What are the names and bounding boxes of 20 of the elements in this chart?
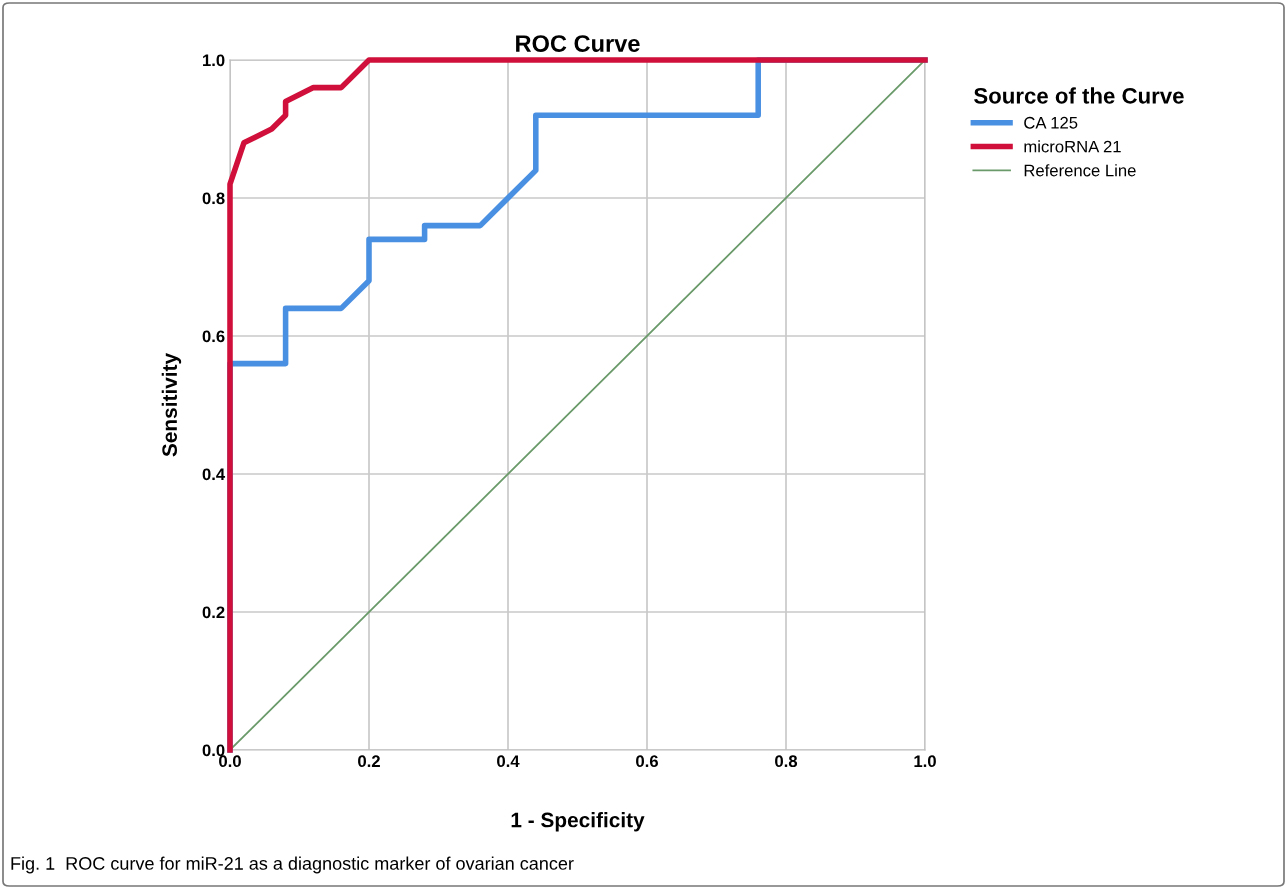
y-tick-label: 1.0 — [203, 54, 225, 67]
legend-label: microRNA 21 — [1024, 140, 1121, 153]
y-tick-label: 0.2 — [202, 606, 225, 619]
x-axis-title: 1 - Specificity — [511, 812, 645, 832]
x-tick-label: 1.0 — [914, 755, 936, 768]
legend-title: Source of the Curve — [974, 87, 1184, 104]
legend-label: Reference Line — [1024, 164, 1136, 177]
x-tick-label: 0.6 — [636, 755, 658, 768]
x-tick-label: 0.2 — [358, 755, 380, 768]
x-tick-label: 0.0 — [219, 755, 241, 768]
chart-title: ROC Curve — [516, 35, 640, 52]
caption: Fig. 1 ROC curve for miR-21 as a diagnostic marker of ovarian cancer — [11, 856, 574, 874]
y-axis-title: Sensitivity — [161, 353, 182, 457]
y-tick-label: 0.4 — [202, 468, 226, 481]
y-tick-label: 0.8 — [202, 192, 225, 205]
x-tick-label: 0.8 — [775, 755, 798, 768]
legend-label: CA 125 — [1024, 116, 1078, 129]
y-tick-label: 0.6 — [202, 330, 225, 343]
y-tick-label: 0.0 — [202, 744, 225, 757]
x-tick-label: 0.4 — [497, 755, 520, 768]
